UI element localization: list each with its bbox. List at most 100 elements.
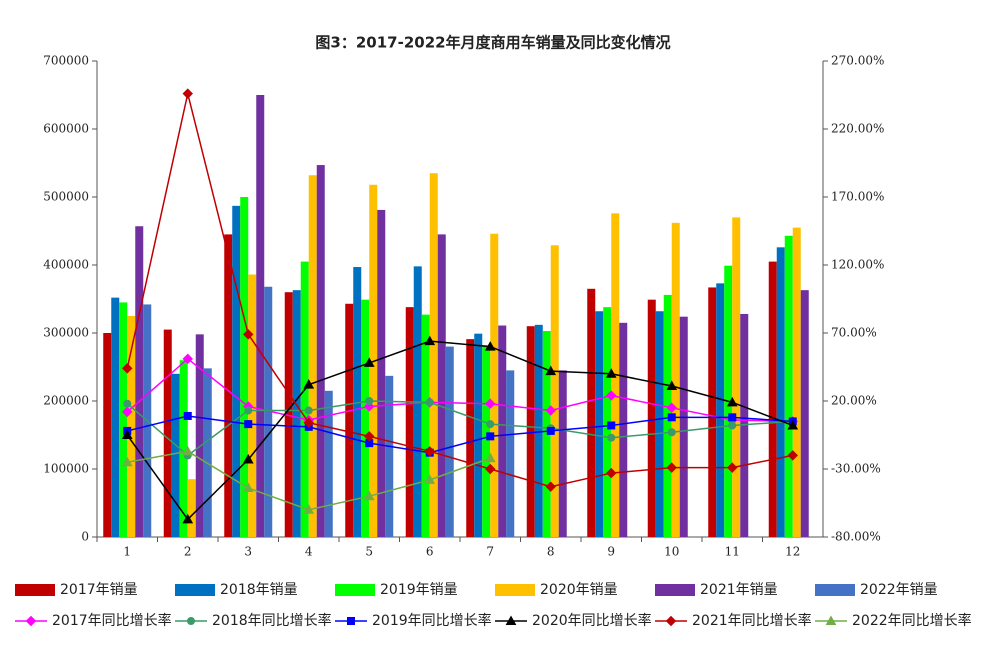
legend-label: 2018年同比增长率: [212, 612, 332, 629]
bar: [240, 197, 249, 537]
marker: [505, 615, 517, 625]
x-tick-label: 2: [184, 545, 192, 559]
bar: [300, 261, 309, 537]
marker: [787, 419, 799, 430]
marker: [727, 462, 738, 473]
y-tick-label: 100000: [43, 462, 89, 476]
bar: [224, 234, 233, 537]
bar: [445, 346, 454, 537]
marker: [424, 446, 435, 457]
marker: [485, 398, 496, 409]
legend-swatch: [655, 584, 695, 596]
marker: [347, 617, 355, 625]
marker: [484, 452, 496, 463]
bar: [292, 290, 301, 537]
marker: [545, 481, 556, 492]
bar: [466, 339, 475, 537]
x-tick-label: 9: [607, 545, 615, 559]
marker: [242, 453, 254, 464]
y2-tick-label: 270.00%: [831, 54, 884, 68]
legend-label: 2018年销量: [220, 582, 298, 598]
bar: [405, 307, 414, 537]
marker: [787, 450, 798, 461]
bar: [587, 288, 596, 537]
marker: [183, 411, 192, 420]
legend-swatch: [175, 584, 215, 596]
marker: [825, 615, 837, 625]
line: [127, 415, 793, 454]
bar: [324, 390, 333, 537]
bar: [732, 217, 741, 537]
y-tick-label: 400000: [43, 258, 89, 272]
bar: [437, 234, 446, 537]
marker: [486, 420, 495, 429]
bar: [316, 165, 325, 538]
bar: [768, 261, 777, 537]
bar: [171, 373, 180, 537]
marker: [365, 397, 374, 405]
legend-label: 2022年销量: [860, 582, 938, 598]
y2-tick-label: -80.00%: [831, 530, 881, 544]
bar: [203, 368, 212, 537]
y-tick-label: 700000: [43, 54, 89, 68]
line: [126, 340, 794, 521]
marker: [728, 413, 737, 422]
bar: [595, 311, 604, 537]
marker: [182, 445, 194, 456]
y2-tick-label: 70.00%: [831, 326, 877, 340]
marker: [304, 406, 313, 415]
marker: [424, 335, 436, 346]
bar: [308, 175, 317, 538]
bar: [256, 95, 265, 537]
legend-label: 2021年同比增长率: [692, 612, 812, 629]
bar: [195, 334, 204, 537]
legend-label: 2019年同比增长率: [372, 612, 492, 629]
marker: [667, 413, 676, 422]
marker: [607, 421, 616, 430]
marker: [485, 463, 496, 475]
marker: [121, 429, 133, 439]
bar: [619, 322, 628, 537]
bar: [377, 209, 386, 538]
marker: [545, 365, 557, 376]
legend-swatch: [495, 584, 535, 596]
marker: [363, 357, 375, 367]
y2-tick-label: 20.00%: [831, 394, 877, 408]
marker: [484, 341, 496, 351]
marker: [303, 379, 315, 389]
marker: [425, 398, 434, 407]
bar: [506, 370, 515, 537]
bar: [187, 479, 196, 537]
marker: [303, 417, 314, 428]
y-tick-label: 600000: [43, 122, 89, 136]
bar: [103, 333, 112, 537]
marker: [665, 615, 677, 627]
bar: [558, 370, 567, 537]
marker: [244, 420, 253, 429]
x-tick-label: 10: [664, 545, 679, 559]
legend-label: 2022年同比增长率: [852, 612, 972, 629]
legend-label: 2019年销量: [380, 582, 458, 598]
marker: [667, 428, 676, 437]
x-tick-label: 1: [123, 545, 131, 559]
bar: [429, 173, 438, 537]
marker: [187, 617, 195, 625]
marker: [242, 482, 254, 493]
bar: [119, 302, 128, 537]
marker: [182, 353, 193, 365]
legend-label: 2017年销量: [60, 582, 138, 598]
y2-tick-label: -30.00%: [831, 462, 881, 476]
marker: [666, 462, 677, 473]
x-tick-label: 6: [426, 545, 434, 559]
x-tick-label: 4: [305, 545, 313, 559]
legend-label: 2021年销量: [700, 582, 778, 598]
marker: [486, 432, 495, 441]
bar: [135, 226, 144, 538]
bar: [421, 314, 430, 537]
bar: [284, 292, 293, 537]
x-tick-label: 12: [785, 545, 800, 559]
marker: [123, 399, 132, 408]
marker: [606, 467, 617, 479]
bar: [264, 286, 273, 537]
